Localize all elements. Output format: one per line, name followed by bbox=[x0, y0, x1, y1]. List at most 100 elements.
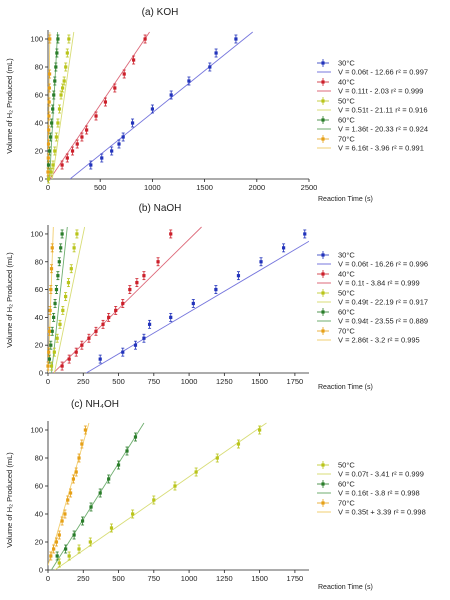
legend-fit-equation: V = 0.35t + 3.39 r² = 0.998 bbox=[338, 508, 426, 517]
plot-area: 0 250 500 750 1000 1250 1500 1750 0 20 40 60 80 100 bbox=[30, 421, 309, 583]
data-point-70C bbox=[63, 509, 67, 519]
data-point-50C bbox=[75, 229, 79, 239]
y-tick-label: 60 bbox=[35, 285, 43, 294]
fit-line-60C bbox=[49, 31, 59, 179]
legend-marker bbox=[321, 118, 325, 122]
marker bbox=[56, 121, 60, 125]
data-point-50C bbox=[131, 509, 135, 519]
data-point-40C bbox=[132, 55, 136, 65]
data-point-60C bbox=[56, 34, 60, 44]
x-tick-label: 1750 bbox=[287, 377, 304, 386]
marker bbox=[54, 540, 59, 544]
marker bbox=[47, 128, 51, 132]
marker bbox=[47, 86, 51, 90]
marker bbox=[46, 142, 51, 146]
marker bbox=[113, 86, 117, 90]
marker bbox=[116, 463, 121, 467]
marker bbox=[60, 519, 64, 523]
y-tick-label: 0 bbox=[39, 369, 43, 378]
marker bbox=[48, 37, 52, 41]
data-point-50C bbox=[109, 523, 114, 533]
marker bbox=[75, 142, 79, 146]
marker bbox=[47, 149, 52, 153]
marker bbox=[191, 301, 195, 306]
marker bbox=[62, 79, 66, 83]
marker bbox=[47, 72, 52, 76]
panel-naoh: (b) NaOH Volume of H₂ Produced (mL) Reac… bbox=[5, 203, 428, 391]
marker bbox=[47, 100, 51, 104]
marker bbox=[51, 107, 55, 111]
legend-entry-30C: 30°CV = 0.06t - 16.26 r² = 0.996 bbox=[317, 251, 428, 269]
data-point-50C bbox=[58, 319, 62, 329]
data-point-70C bbox=[52, 544, 56, 554]
marker bbox=[133, 343, 138, 347]
data-point-50C bbox=[66, 278, 71, 288]
marker bbox=[100, 156, 104, 160]
legend-fit-equation: V = 6.16t - 3.96 r² = 0.991 bbox=[338, 144, 424, 153]
data-point-70C bbox=[48, 34, 52, 44]
data-point-50C bbox=[173, 481, 177, 491]
data-point-30C bbox=[100, 153, 104, 163]
marker bbox=[52, 93, 56, 97]
data-point-50C bbox=[77, 544, 81, 554]
data-point-30C bbox=[121, 132, 125, 142]
marker bbox=[55, 554, 59, 558]
marker bbox=[50, 246, 54, 250]
data-point-50C bbox=[67, 34, 71, 44]
data-point-30C bbox=[117, 139, 121, 149]
data-point-60C bbox=[54, 62, 58, 72]
fit-line-50C bbox=[51, 31, 75, 179]
marker bbox=[234, 37, 238, 41]
legend-series-name: 50°C bbox=[338, 461, 355, 470]
marker bbox=[56, 37, 60, 41]
y-tick-label: 100 bbox=[30, 35, 43, 44]
x-tick-label: 250 bbox=[77, 574, 90, 583]
marker bbox=[46, 170, 50, 174]
marker bbox=[60, 364, 64, 368]
marker bbox=[71, 477, 75, 481]
data-point-70C bbox=[66, 495, 70, 505]
data-point-60C bbox=[52, 90, 56, 100]
data-point-40C bbox=[169, 229, 173, 239]
marker bbox=[55, 336, 59, 340]
legend-entry-60C: 60°CV = 1.36t - 20.33 r² = 0.924 bbox=[317, 116, 428, 134]
data-point-30C bbox=[142, 333, 146, 343]
marker bbox=[66, 281, 71, 285]
data-point-50C bbox=[49, 167, 53, 177]
marker bbox=[47, 350, 51, 354]
marker bbox=[109, 526, 114, 530]
data-point-70C bbox=[47, 111, 51, 121]
data-point-40C bbox=[122, 69, 126, 79]
data-point-70C bbox=[47, 347, 51, 357]
data-point-70C bbox=[68, 488, 73, 498]
x-tick-label: 1000 bbox=[181, 574, 198, 583]
marker bbox=[50, 329, 54, 333]
marker bbox=[75, 232, 79, 236]
marker bbox=[56, 274, 60, 278]
marker bbox=[68, 491, 73, 495]
marker bbox=[49, 364, 54, 368]
data-point-60C bbox=[59, 243, 63, 253]
data-point-50C bbox=[64, 62, 68, 72]
marker bbox=[48, 308, 52, 313]
marker bbox=[80, 135, 84, 139]
x-axis-label: Reaction Time (s) bbox=[318, 384, 373, 391]
x-tick-label: 1000 bbox=[181, 377, 198, 386]
data-point-60C bbox=[80, 516, 85, 526]
marker bbox=[52, 315, 56, 319]
data-point-70C bbox=[71, 474, 75, 484]
y-tick-label: 40 bbox=[35, 119, 43, 128]
marker bbox=[214, 287, 218, 292]
y-tick-label: 0 bbox=[39, 175, 43, 184]
data-point-40C bbox=[156, 257, 160, 267]
marker bbox=[107, 315, 111, 319]
y-tick-label: 80 bbox=[35, 63, 43, 72]
data-point-50C bbox=[51, 160, 55, 170]
legend-fit-equation: V = 0.06t - 16.26 r² = 0.996 bbox=[338, 260, 428, 269]
legend-series-name: 30°C bbox=[338, 59, 355, 68]
x-tick-label: 500 bbox=[112, 377, 125, 386]
marker bbox=[94, 114, 98, 118]
data-point-40C bbox=[107, 312, 111, 322]
data-point-30C bbox=[282, 243, 286, 253]
